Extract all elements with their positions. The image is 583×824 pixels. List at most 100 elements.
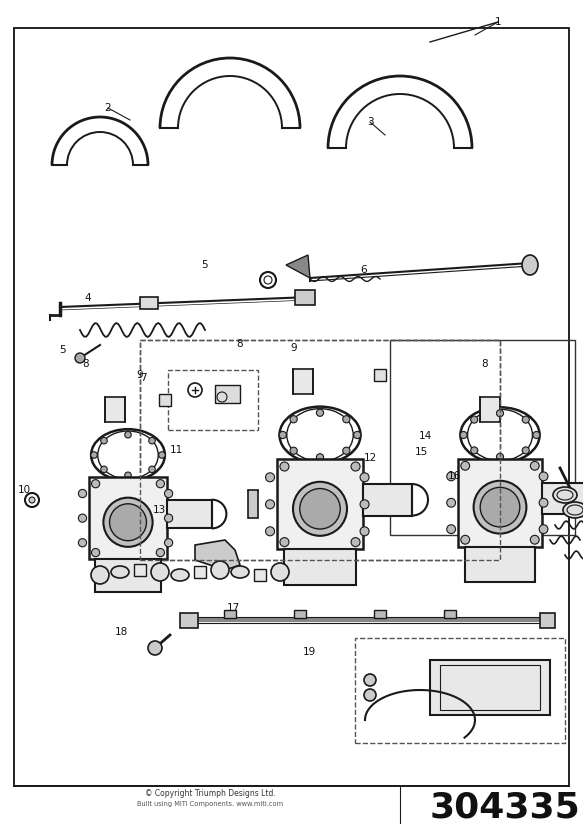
Circle shape xyxy=(470,416,477,423)
Text: 16: 16 xyxy=(447,471,461,481)
Text: 9: 9 xyxy=(136,370,143,380)
Circle shape xyxy=(364,689,376,701)
Circle shape xyxy=(290,447,297,454)
Circle shape xyxy=(211,561,229,579)
Circle shape xyxy=(29,497,35,503)
Circle shape xyxy=(461,536,470,544)
Circle shape xyxy=(151,563,169,581)
Circle shape xyxy=(164,514,173,522)
Circle shape xyxy=(461,461,470,471)
Circle shape xyxy=(522,416,529,423)
Bar xyxy=(284,550,356,585)
Circle shape xyxy=(447,499,455,507)
Circle shape xyxy=(92,549,100,557)
Bar xyxy=(194,566,206,578)
Ellipse shape xyxy=(563,502,583,518)
Circle shape xyxy=(447,525,455,534)
Circle shape xyxy=(539,525,548,534)
Bar xyxy=(355,638,565,743)
Bar xyxy=(89,477,167,559)
Bar xyxy=(374,610,386,618)
Circle shape xyxy=(149,466,155,473)
Text: 304335: 304335 xyxy=(430,790,580,824)
Bar xyxy=(480,397,500,422)
Bar xyxy=(465,547,535,582)
Bar xyxy=(215,385,240,403)
Circle shape xyxy=(317,454,324,461)
Bar xyxy=(440,665,540,710)
Bar xyxy=(294,610,306,618)
Circle shape xyxy=(460,432,467,438)
Circle shape xyxy=(271,563,289,581)
Circle shape xyxy=(364,674,376,686)
Circle shape xyxy=(447,472,455,480)
Polygon shape xyxy=(286,255,310,278)
Bar xyxy=(430,660,550,715)
Bar xyxy=(140,340,500,560)
Bar xyxy=(224,610,236,618)
Circle shape xyxy=(360,473,369,482)
Circle shape xyxy=(497,410,504,417)
Circle shape xyxy=(159,452,165,458)
Circle shape xyxy=(110,503,146,541)
Circle shape xyxy=(149,438,155,444)
Text: 14: 14 xyxy=(419,431,431,441)
Bar xyxy=(180,613,198,628)
Text: 7: 7 xyxy=(140,373,146,383)
Circle shape xyxy=(317,410,324,416)
Circle shape xyxy=(156,549,164,557)
Text: 3: 3 xyxy=(367,117,373,127)
Circle shape xyxy=(91,452,97,458)
Text: 15: 15 xyxy=(415,447,427,457)
Text: 18: 18 xyxy=(114,627,128,637)
Bar xyxy=(444,610,456,618)
Circle shape xyxy=(539,472,548,480)
Bar xyxy=(374,369,386,381)
Circle shape xyxy=(522,447,529,454)
Text: 8: 8 xyxy=(482,359,489,369)
Circle shape xyxy=(103,498,153,547)
Text: 4: 4 xyxy=(85,293,92,303)
Bar xyxy=(542,483,583,513)
Bar xyxy=(363,484,412,516)
Circle shape xyxy=(473,480,526,534)
Circle shape xyxy=(354,432,361,438)
Text: 8: 8 xyxy=(237,339,243,349)
Bar xyxy=(278,459,363,550)
Circle shape xyxy=(78,539,87,547)
Circle shape xyxy=(125,432,131,438)
Circle shape xyxy=(156,480,164,488)
Text: © Copyright Triumph Designs Ltd.: © Copyright Triumph Designs Ltd. xyxy=(145,789,275,798)
Circle shape xyxy=(92,480,100,488)
Bar xyxy=(168,370,258,430)
Circle shape xyxy=(539,499,548,507)
Ellipse shape xyxy=(171,569,189,581)
Circle shape xyxy=(125,472,131,479)
Text: 8: 8 xyxy=(83,359,89,369)
Circle shape xyxy=(533,432,540,438)
Circle shape xyxy=(164,539,173,547)
Bar xyxy=(248,490,258,518)
Bar xyxy=(140,297,158,309)
Circle shape xyxy=(343,415,350,423)
Bar xyxy=(458,459,542,547)
Bar xyxy=(295,290,315,305)
Circle shape xyxy=(101,438,107,444)
Circle shape xyxy=(78,514,87,522)
Ellipse shape xyxy=(522,255,538,275)
Text: 13: 13 xyxy=(152,505,166,515)
Circle shape xyxy=(148,641,162,655)
Text: 1: 1 xyxy=(495,17,501,27)
Text: 2: 2 xyxy=(105,103,111,113)
Bar xyxy=(105,397,125,422)
Circle shape xyxy=(78,489,87,498)
Text: 5: 5 xyxy=(201,260,208,270)
Circle shape xyxy=(351,462,360,471)
Text: 17: 17 xyxy=(226,603,240,613)
Circle shape xyxy=(531,536,539,544)
Circle shape xyxy=(360,527,369,536)
Text: 12: 12 xyxy=(363,453,377,463)
Circle shape xyxy=(293,482,347,536)
Text: 10: 10 xyxy=(17,485,30,495)
Text: 19: 19 xyxy=(303,647,315,657)
